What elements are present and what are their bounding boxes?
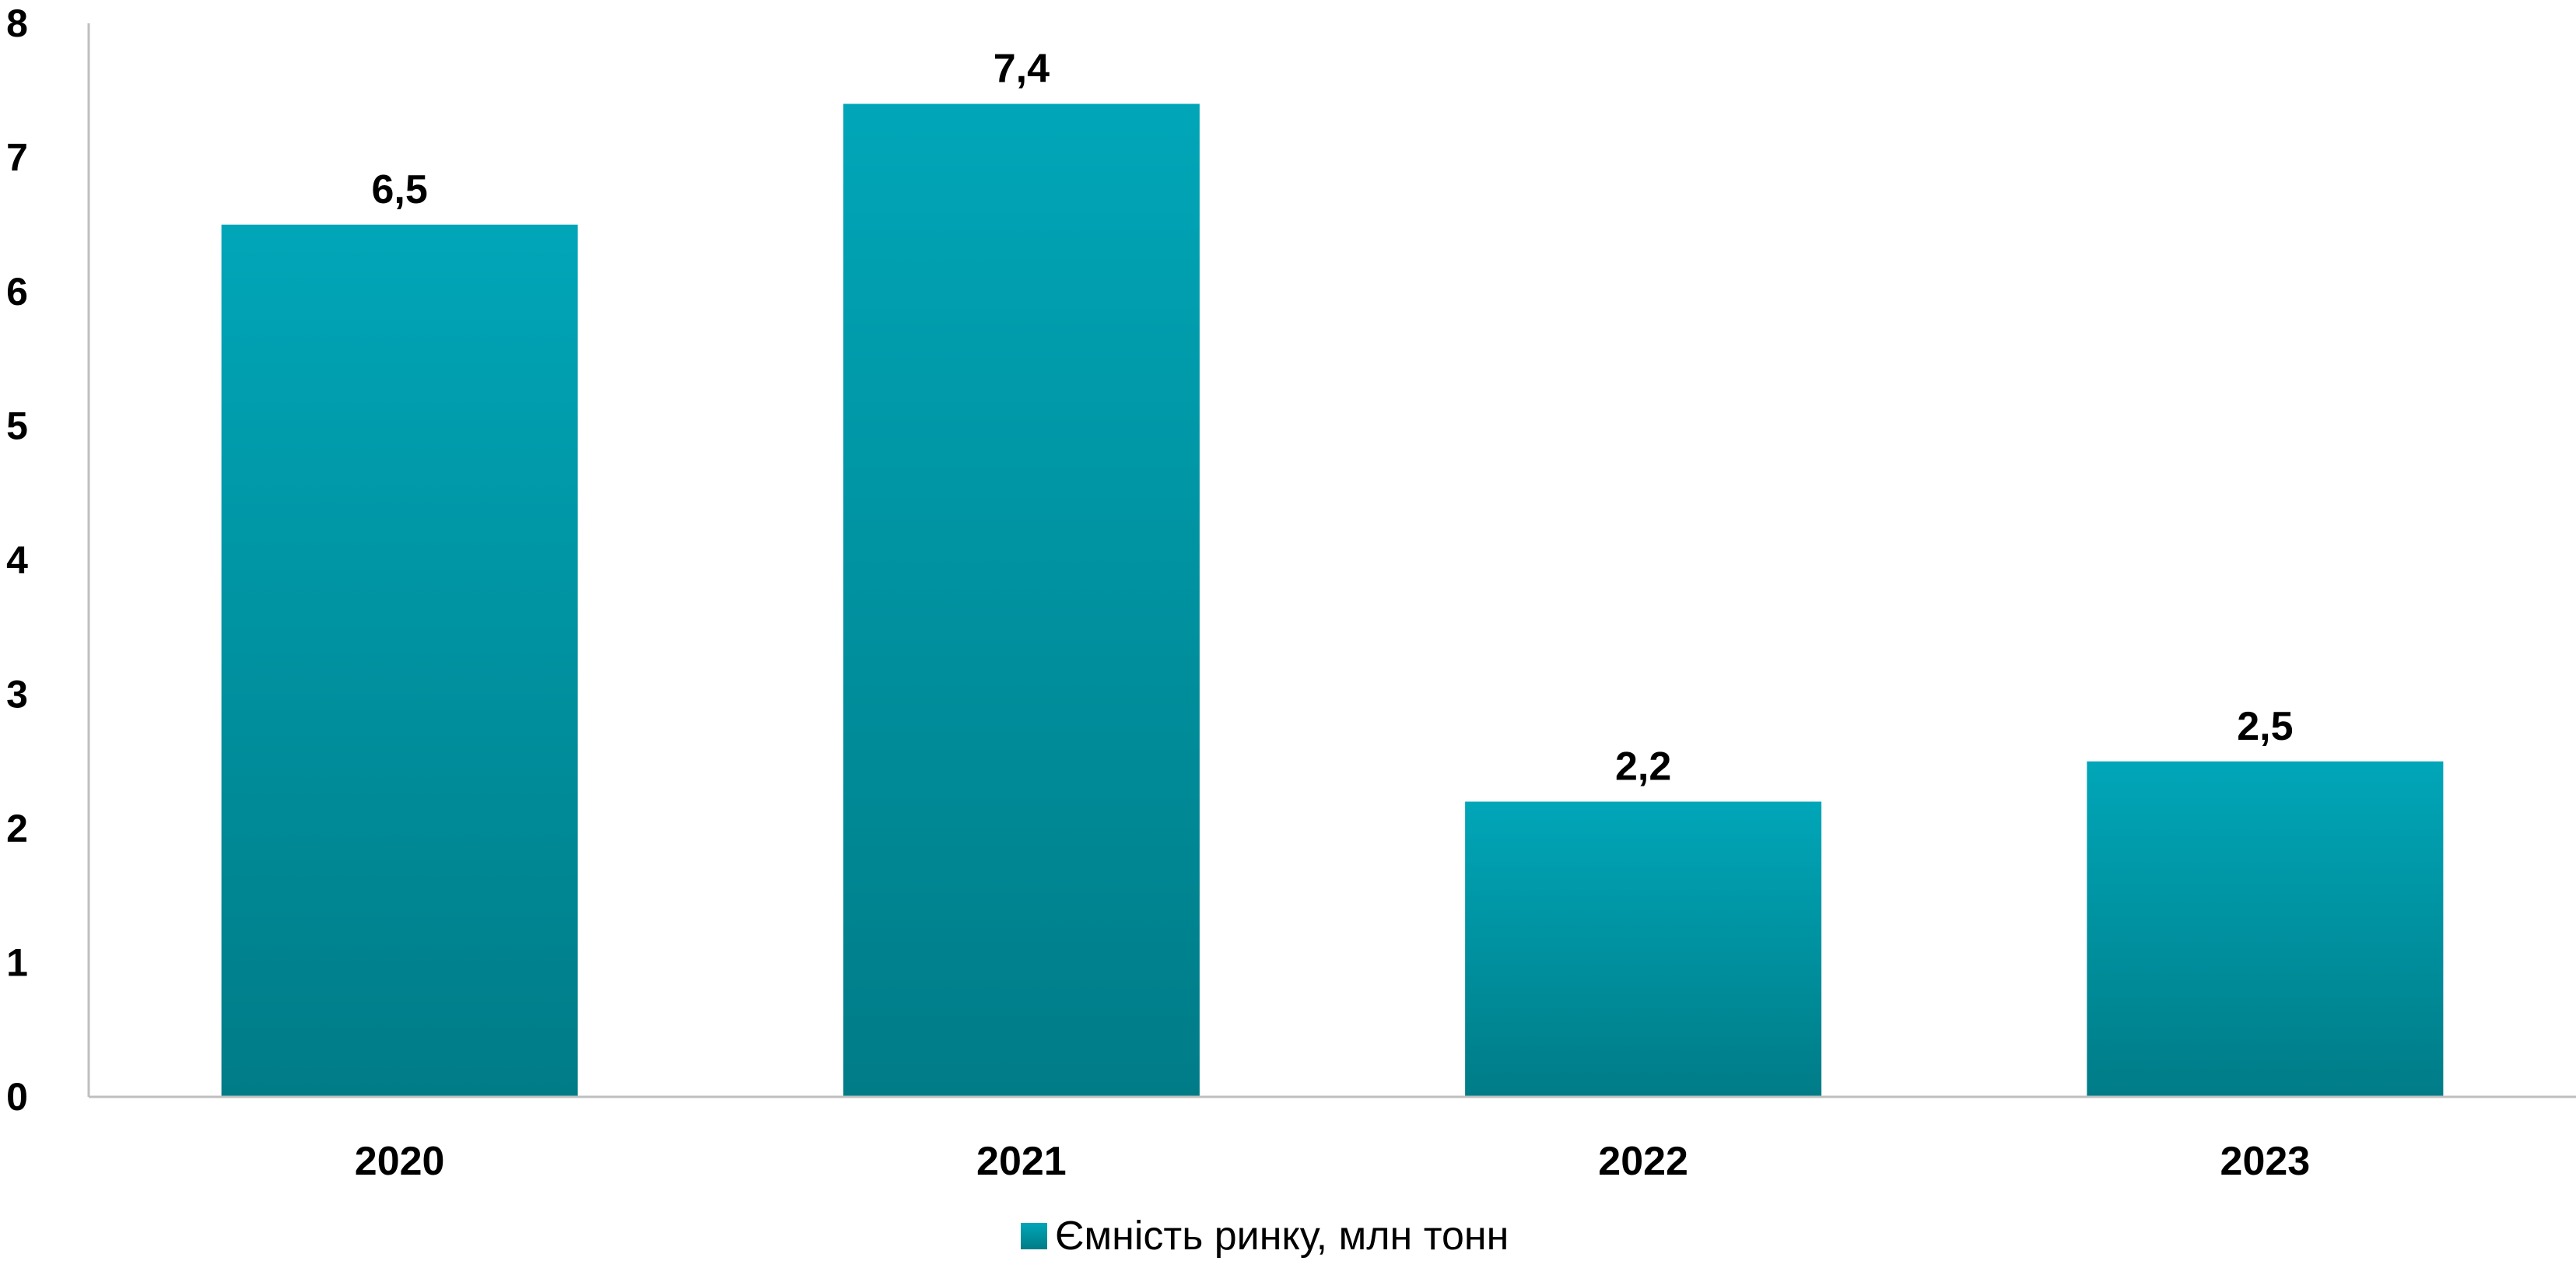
data-labels: 6,5 7,4 2,2 2,5 <box>371 47 2293 790</box>
y-tick-label: 2 <box>6 807 28 850</box>
data-label-2021: 7,4 <box>994 47 1050 92</box>
bar-2021 <box>843 103 1200 1097</box>
bar-2023 <box>2087 761 2444 1097</box>
y-tick-label: 6 <box>6 270 28 313</box>
bars <box>221 103 2444 1097</box>
data-label-2020: 6,5 <box>371 167 427 212</box>
y-tick-label: 8 <box>6 2 28 45</box>
data-label-2022: 2,2 <box>1615 744 1671 790</box>
legend-swatch <box>1021 1223 1047 1249</box>
data-label-2023: 2,5 <box>2237 704 2293 749</box>
bar-2022 <box>1465 801 1822 1097</box>
y-tick-label: 7 <box>6 136 28 180</box>
legend-label: Ємність ринку, млн тонн <box>1055 1214 1509 1259</box>
y-tick-label: 5 <box>6 405 28 448</box>
y-tick-label: 0 <box>6 1075 28 1119</box>
x-tick-label: 2022 <box>1598 1139 1688 1184</box>
y-axis: 0 1 2 3 4 5 6 7 8 <box>6 2 90 1119</box>
x-tick-label: 2021 <box>976 1139 1067 1184</box>
y-tick-label: 3 <box>6 673 28 716</box>
x-tick-label: 2023 <box>2220 1139 2311 1184</box>
legend: Ємність ринку, млн тонн <box>1021 1214 1509 1259</box>
x-axis: 2020 2021 2022 2023 <box>89 1095 2576 1184</box>
bar-2020 <box>221 224 578 1097</box>
y-tick-label: 4 <box>6 538 28 582</box>
x-tick-label: 2020 <box>355 1139 445 1184</box>
y-tick-label: 1 <box>6 941 28 985</box>
